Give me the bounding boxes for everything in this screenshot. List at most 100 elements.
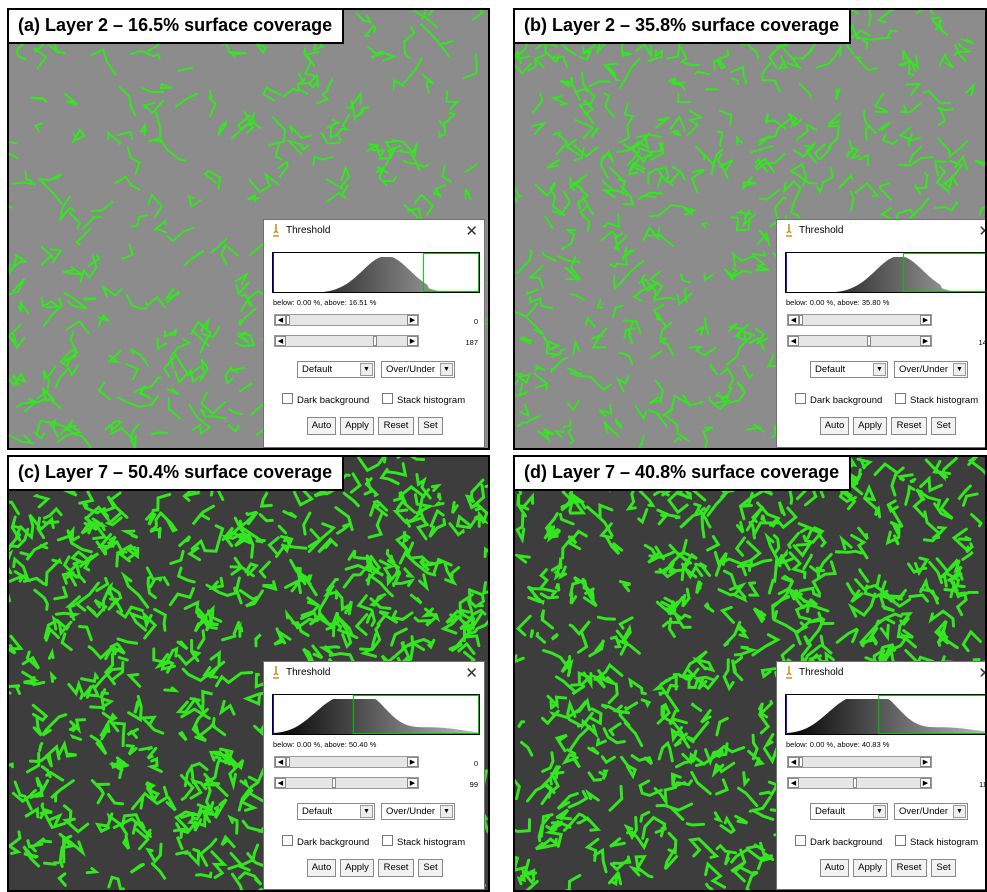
reset-button[interactable]: Reset (891, 417, 927, 435)
apply-button[interactable]: Apply (853, 417, 887, 435)
close-icon[interactable]: ✕ (978, 664, 985, 682)
arrow-right-icon[interactable]: ▶ (920, 315, 931, 325)
min-threshold-slider[interactable]: ◀ ▶ (787, 314, 932, 326)
panel-caption: (c) Layer 7 – 50.4% surface coverage (9, 457, 345, 491)
max-threshold-slider[interactable]: ◀ ▶ (787, 777, 932, 789)
auto-button[interactable]: Auto (820, 417, 849, 435)
slider-thumb[interactable] (866, 336, 871, 346)
arrow-left-icon[interactable]: ◀ (788, 778, 799, 788)
checkbox-label: Dark background (297, 395, 370, 406)
dark-background-checkbox[interactable]: Dark background (795, 393, 882, 406)
threshold-dialog: Threshold ✕ below: 0.00 %, above: 40.83 … (776, 661, 987, 890)
checkbox-box[interactable] (382, 835, 393, 846)
reset-button[interactable]: Reset (378, 417, 414, 435)
panel-a: (a) Layer 2 – 16.5% surface coverage Thr… (7, 8, 490, 450)
dialog-titlebar[interactable]: Threshold ✕ (777, 662, 985, 684)
arrow-left-icon[interactable]: ◀ (275, 336, 286, 346)
min-threshold-value: 0 (473, 317, 478, 326)
apply-button[interactable]: Apply (853, 859, 887, 877)
dark-background-checkbox[interactable]: Dark background (282, 393, 370, 406)
arrow-right-icon[interactable]: ▶ (407, 336, 418, 346)
panel-c: (c) Layer 7 – 50.4% surface coverage Thr… (7, 455, 490, 892)
set-button[interactable]: Set (931, 859, 956, 877)
arrow-left-icon[interactable]: ◀ (275, 778, 286, 788)
imagej-microscope-icon (786, 224, 792, 237)
mode-select-value: Over/Under (899, 806, 949, 817)
arrow-right-icon[interactable]: ▶ (407, 778, 418, 788)
slider-thumb[interactable] (372, 336, 377, 346)
checkbox-box[interactable] (895, 835, 906, 846)
method-select[interactable]: Default ▼ (810, 361, 888, 378)
set-button[interactable]: Set (418, 417, 443, 435)
mode-select[interactable]: Over/Under ▼ (381, 361, 455, 378)
reset-button[interactable]: Reset (891, 859, 927, 877)
arrow-right-icon[interactable]: ▶ (920, 778, 931, 788)
slider-thumb[interactable] (332, 778, 337, 788)
chevron-down-icon: ▼ (873, 363, 886, 376)
checkbox-box[interactable] (282, 835, 293, 846)
arrow-right-icon[interactable]: ▶ (407, 757, 418, 767)
mode-select[interactable]: Over/Under ▼ (894, 803, 968, 820)
slider-thumb[interactable] (799, 757, 803, 767)
max-threshold-slider[interactable]: ◀ ▶ (274, 335, 419, 347)
min-threshold-slider[interactable]: ◀ ▶ (274, 756, 419, 768)
min-threshold-slider[interactable]: ◀ ▶ (787, 756, 932, 768)
mode-select-value: Over/Under (386, 806, 436, 817)
set-button[interactable]: Set (931, 417, 956, 435)
auto-button[interactable]: Auto (307, 417, 336, 435)
arrow-right-icon[interactable]: ▶ (920, 336, 931, 346)
histogram-area (273, 257, 479, 292)
auto-button[interactable]: Auto (307, 859, 336, 877)
arrow-left-icon[interactable]: ◀ (788, 757, 799, 767)
apply-button[interactable]: Apply (340, 859, 374, 877)
dark-background-checkbox[interactable]: Dark background (795, 835, 882, 848)
arrow-left-icon[interactable]: ◀ (788, 315, 799, 325)
slider-thumb[interactable] (852, 778, 857, 788)
dialog-titlebar[interactable]: Threshold ✕ (264, 662, 484, 684)
max-threshold-slider[interactable]: ◀ ▶ (274, 777, 419, 789)
checkbox-box[interactable] (795, 393, 806, 404)
reset-button[interactable]: Reset (378, 859, 414, 877)
stack-histogram-checkbox[interactable]: Stack histogram (895, 393, 979, 406)
method-select[interactable]: Default ▼ (810, 803, 888, 820)
stack-histogram-checkbox[interactable]: Stack histogram (895, 835, 978, 848)
checkbox-box[interactable] (795, 835, 806, 846)
close-icon[interactable]: ✕ (465, 223, 478, 240)
slider-thumb[interactable] (286, 757, 290, 767)
set-button[interactable]: Set (418, 859, 443, 877)
max-threshold-slider[interactable]: ◀ ▶ (787, 335, 932, 347)
panel-b: (b) Layer 2 – 35.8% surface coverage Thr… (513, 8, 987, 450)
dark-background-checkbox[interactable]: Dark background (282, 835, 369, 848)
checkbox-box[interactable] (382, 393, 393, 404)
dialog-title: Threshold (286, 225, 331, 236)
checkbox-box[interactable] (895, 393, 906, 404)
checkbox-label: Stack histogram (910, 395, 979, 406)
histogram (785, 694, 985, 735)
max-threshold-value: 114 (979, 780, 987, 789)
dialog-titlebar[interactable]: Threshold ✕ (264, 220, 484, 242)
mode-select[interactable]: Over/Under ▼ (894, 361, 968, 378)
method-select[interactable]: Default ▼ (297, 803, 375, 820)
arrow-left-icon[interactable]: ◀ (275, 757, 286, 767)
min-threshold-slider[interactable]: ◀ ▶ (274, 314, 419, 326)
arrow-left-icon[interactable]: ◀ (788, 336, 799, 346)
auto-button[interactable]: Auto (820, 859, 849, 877)
mode-select[interactable]: Over/Under ▼ (381, 803, 455, 820)
close-icon[interactable]: ✕ (978, 222, 985, 240)
stack-histogram-checkbox[interactable]: Stack histogram (382, 393, 465, 406)
arrow-right-icon[interactable]: ▶ (920, 757, 931, 767)
histogram-area (273, 699, 479, 734)
stack-histogram-checkbox[interactable]: Stack histogram (382, 835, 465, 848)
apply-button[interactable]: Apply (340, 417, 374, 435)
slider-thumb[interactable] (286, 315, 290, 325)
threshold-range-box (422, 253, 479, 292)
dialog-title: Threshold (799, 667, 844, 678)
arrow-right-icon[interactable]: ▶ (407, 315, 418, 325)
close-icon[interactable]: ✕ (465, 665, 478, 682)
slider-thumb[interactable] (799, 315, 803, 325)
dialog-titlebar[interactable]: Threshold ✕ (777, 220, 985, 242)
method-select-value: Default (302, 364, 333, 375)
arrow-left-icon[interactable]: ◀ (275, 315, 286, 325)
method-select[interactable]: Default ▼ (297, 361, 375, 378)
checkbox-box[interactable] (282, 393, 293, 404)
